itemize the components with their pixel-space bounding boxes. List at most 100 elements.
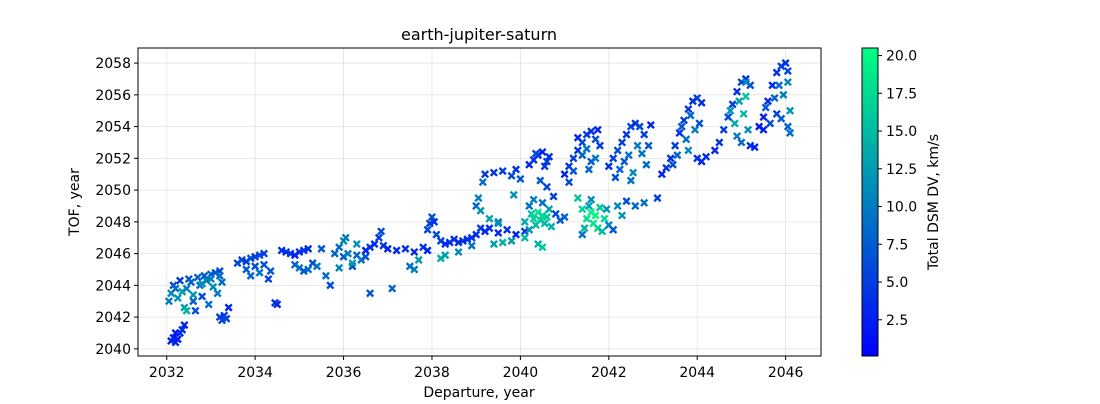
data-point-marker xyxy=(171,328,180,338)
data-point-marker xyxy=(549,192,558,201)
data-point-marker xyxy=(591,154,600,163)
data-point-marker xyxy=(759,125,768,134)
data-point-marker xyxy=(525,225,534,234)
data-point-marker xyxy=(618,138,627,147)
data-point-marker xyxy=(529,214,538,223)
data-point-marker xyxy=(304,244,313,253)
data-point-marker xyxy=(171,284,180,293)
data-point-marker xyxy=(781,59,790,68)
data-point-marker xyxy=(401,244,410,253)
data-point-marker xyxy=(474,193,483,203)
data-point-marker xyxy=(246,271,255,280)
data-point-marker xyxy=(485,214,494,223)
data-point-marker xyxy=(193,273,202,282)
data-point-marker xyxy=(430,217,439,226)
data-point-marker xyxy=(527,209,536,218)
data-point-marker xyxy=(633,141,642,150)
data-point-marker xyxy=(366,289,375,298)
data-point-marker xyxy=(759,113,768,122)
data-point-marker xyxy=(613,201,622,211)
data-point-marker xyxy=(164,297,173,306)
data-point-marker xyxy=(259,249,269,258)
data-point-marker xyxy=(560,213,569,222)
data-point-marker xyxy=(494,217,503,226)
data-point-marker xyxy=(222,314,231,323)
data-point-marker xyxy=(768,81,777,90)
data-point-marker xyxy=(273,300,282,309)
data-point-marker xyxy=(702,152,711,161)
data-point-marker xyxy=(520,233,529,242)
chart-title: earth-jupiter-saturn xyxy=(401,25,557,44)
colorbar-tick-label: 20.0 xyxy=(886,49,917,65)
colorbar-tick-label: 12.5 xyxy=(886,162,917,178)
data-point-marker xyxy=(675,128,684,137)
data-point-marker xyxy=(485,224,494,233)
data-point-marker xyxy=(224,303,233,312)
data-point-marker xyxy=(653,193,662,203)
data-point-marker xyxy=(591,135,600,144)
data-point-marker xyxy=(600,214,609,223)
data-point-marker xyxy=(715,138,724,147)
data-point-marker xyxy=(584,165,593,174)
y-tick-label: 2040 xyxy=(95,342,131,358)
y-tick-label: 2048 xyxy=(95,215,131,231)
data-point-marker xyxy=(180,320,189,330)
data-point-marker xyxy=(677,122,686,131)
data-point-marker xyxy=(783,66,792,76)
data-point-marker xyxy=(750,143,759,152)
data-point-marker xyxy=(666,154,675,163)
data-point-marker xyxy=(516,174,525,184)
data-point-marker xyxy=(312,262,322,271)
data-point-marker xyxy=(538,243,547,252)
colorbar-tick-label: 7.5 xyxy=(886,237,908,253)
data-point-marker xyxy=(547,222,556,231)
data-point-marker xyxy=(472,230,481,239)
data-point-marker xyxy=(489,240,498,249)
data-point-marker xyxy=(377,227,386,236)
data-point-marker xyxy=(609,154,618,163)
data-point-marker xyxy=(478,178,487,187)
data-point-marker xyxy=(766,119,775,128)
data-point-marker xyxy=(573,193,582,203)
data-point-marker xyxy=(529,195,538,204)
data-point-marker xyxy=(467,241,476,250)
x-tick-label: 2046 xyxy=(768,365,804,381)
data-point-marker xyxy=(182,306,191,315)
data-point-marker xyxy=(536,176,545,185)
data-point-marker xyxy=(374,233,383,242)
data-point-marker xyxy=(540,162,549,171)
data-point-marker xyxy=(189,297,198,306)
data-point-marker xyxy=(531,149,540,158)
data-point-marker xyxy=(242,265,251,274)
data-point-marker xyxy=(209,282,218,291)
data-point-marker xyxy=(259,260,269,269)
y-tick-label: 2050 xyxy=(95,183,131,199)
x-tick-label: 2036 xyxy=(326,365,362,381)
data-point-marker xyxy=(200,271,209,280)
data-point-marker xyxy=(520,217,529,226)
data-point-marker xyxy=(545,152,554,161)
y-tick-label: 2054 xyxy=(95,120,131,136)
data-point-marker xyxy=(330,249,339,258)
data-point-marker xyxy=(595,203,605,212)
data-point-marker xyxy=(735,97,744,106)
data-point-marker xyxy=(602,205,611,214)
y-tick-label: 2046 xyxy=(95,247,131,263)
data-point-marker xyxy=(392,246,401,255)
data-point-marker xyxy=(640,198,649,207)
data-point-marker xyxy=(726,106,735,115)
data-point-marker xyxy=(739,109,748,118)
data-point-marker xyxy=(511,230,521,239)
data-point-marker xyxy=(737,138,746,147)
data-point-marker xyxy=(569,154,578,163)
data-point-marker xyxy=(578,230,587,239)
x-tick-label: 2042 xyxy=(591,365,627,381)
x-tick-label: 2040 xyxy=(503,365,539,381)
data-point-marker xyxy=(587,127,596,136)
data-point-marker xyxy=(388,284,397,293)
data-point-marker xyxy=(321,271,330,280)
data-point-marker xyxy=(542,182,551,191)
data-point-marker xyxy=(215,271,224,280)
data-point-marker xyxy=(540,219,549,228)
